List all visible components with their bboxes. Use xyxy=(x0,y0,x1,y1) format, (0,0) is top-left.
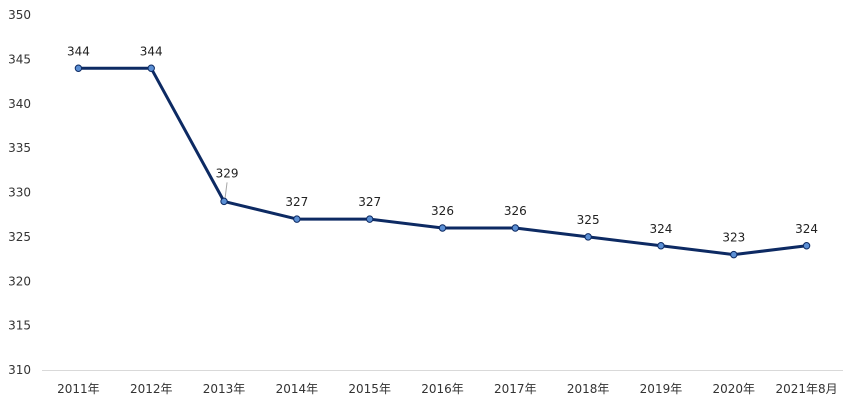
data-label: 327 xyxy=(285,195,308,209)
data-label: 344 xyxy=(67,44,90,58)
x-tick-label: 2013年 xyxy=(203,382,246,396)
y-tick-label: 310 xyxy=(8,363,31,377)
y-tick-label: 350 xyxy=(8,8,31,22)
x-tick-label: 2017年 xyxy=(494,382,537,396)
y-tick-label: 340 xyxy=(8,97,31,111)
data-label: 324 xyxy=(795,222,818,236)
y-tick-label: 325 xyxy=(8,230,31,244)
y-tick-label: 320 xyxy=(8,274,31,288)
data-labels: 344 344 329 327 327 326 326 325 324 323 324 xyxy=(67,44,818,244)
leader-line xyxy=(224,182,228,199)
data-point xyxy=(293,215,301,223)
x-tick-label: 2018年 xyxy=(567,382,610,396)
y-tick-label: 330 xyxy=(8,186,31,200)
data-point xyxy=(147,64,155,72)
data-label: 325 xyxy=(577,213,600,227)
x-tick-label: 2020年 xyxy=(712,382,755,396)
x-tick-label: 2016年 xyxy=(421,382,464,396)
data-label: 323 xyxy=(722,231,745,245)
data-point xyxy=(365,215,374,223)
x-tick-label: 2014年 xyxy=(276,382,319,396)
data-label: 327 xyxy=(358,195,381,209)
data-point xyxy=(74,64,83,72)
x-tick-label: 2015年 xyxy=(348,382,391,396)
data-point xyxy=(438,224,447,232)
data-point xyxy=(584,233,592,241)
data-label: 324 xyxy=(650,222,673,236)
x-tick-label: 2021年8月 xyxy=(775,382,837,396)
data-label: 326 xyxy=(431,204,454,218)
data-point xyxy=(511,224,520,232)
x-tick-label: 2019年 xyxy=(640,382,683,396)
y-axis: 310 315 320 325 330 335 340 345 350 xyxy=(8,8,31,377)
x-tick-label: 2011年 xyxy=(57,382,100,396)
y-tick-label: 335 xyxy=(8,141,31,155)
y-tick-label: 315 xyxy=(8,319,31,333)
x-tick-label: 2012年 xyxy=(130,382,173,396)
data-label: 326 xyxy=(504,204,527,218)
data-point xyxy=(220,197,228,206)
data-label: 344 xyxy=(140,44,163,58)
data-label: 329 xyxy=(216,166,239,180)
leader-lines xyxy=(224,182,228,199)
data-point xyxy=(730,250,738,259)
data-point xyxy=(657,242,665,250)
x-axis: 2011年 2012年 2013年 2014年 2015年 2016年 2017年 2018年… xyxy=(57,382,838,396)
y-tick-label: 345 xyxy=(8,52,31,66)
data-points xyxy=(74,64,811,259)
data-point xyxy=(802,242,811,250)
